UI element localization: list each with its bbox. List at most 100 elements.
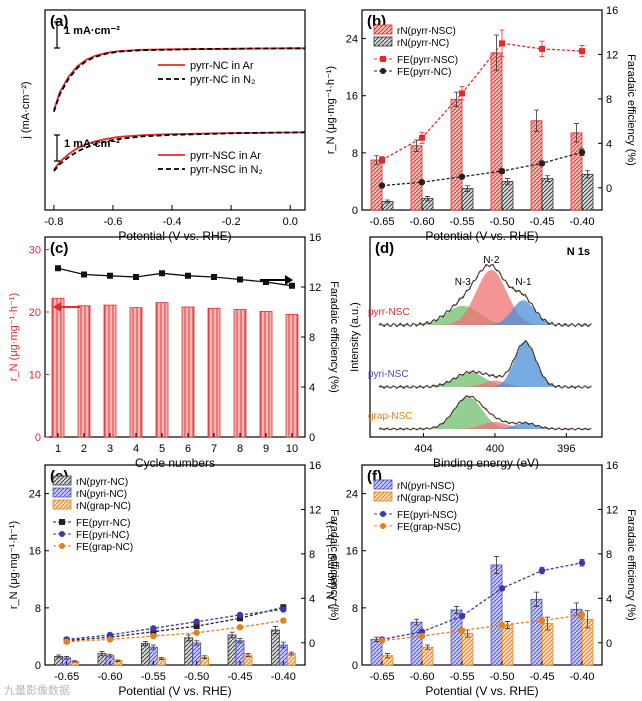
x-tick-label: -0.6 — [103, 216, 122, 228]
legend-marker — [59, 519, 65, 525]
legend-text: FE(grap-NC) — [76, 542, 133, 553]
spectrum-label: pyrr-NSC — [368, 307, 410, 318]
x-tick-label: 404 — [414, 443, 432, 455]
y-tick-label: 10 — [29, 370, 41, 382]
legend-marker — [380, 68, 386, 74]
fe-point — [107, 272, 113, 279]
legend-swatch — [373, 479, 393, 490]
legend-text: rN(grap-NSC) — [397, 493, 459, 504]
spectrum-label: grap-NSC — [368, 411, 412, 422]
bar — [270, 629, 280, 666]
x-tick-label: 1 — [55, 443, 61, 455]
error-bar — [272, 626, 278, 634]
error-bar — [574, 123, 579, 143]
bar — [490, 52, 503, 211]
legend-marker — [380, 523, 386, 529]
y-tick-label: 0 — [352, 205, 358, 217]
error-bar — [288, 651, 294, 656]
bar — [233, 309, 247, 438]
bar — [450, 98, 463, 211]
legend-text: FE(pyrr-NC) — [397, 67, 451, 78]
x-tick-label: 8 — [237, 443, 243, 455]
watermark: 九量影像数据 — [4, 683, 70, 697]
bar — [490, 564, 503, 666]
x-tick-label: -0.50 — [184, 671, 209, 683]
error-bar — [454, 606, 459, 614]
fe-point — [150, 632, 157, 640]
y2-tick-label: 16 — [309, 232, 321, 244]
x-axis-title: Potential (V vs. RHE) — [425, 229, 538, 243]
panel-label: (c) — [50, 240, 68, 257]
plot-frame — [44, 464, 306, 666]
plot-frame — [369, 236, 603, 438]
fe-line — [381, 42, 583, 161]
x-axis-title: Potential (V vs. RHE) — [118, 684, 231, 698]
x-tick-label: -0.8 — [44, 216, 63, 228]
y-tick-label: 8 — [352, 148, 358, 160]
x-tick-label: -0.2 — [222, 216, 241, 228]
fe-line — [381, 614, 583, 642]
y-axis-title: r_N (μg·mg⁻¹·h⁻¹) — [8, 521, 20, 609]
bar — [259, 310, 273, 438]
fe-point — [579, 48, 585, 55]
x-tick-label: -0.65 — [54, 671, 79, 683]
bar — [501, 181, 514, 211]
y2-tick-label: 12 — [606, 504, 618, 516]
y-tick-label: 16 — [346, 91, 358, 103]
y2-tick-label: 8 — [309, 549, 315, 561]
y-tick-label: 0 — [352, 660, 358, 672]
fitted-peak — [378, 372, 592, 387]
fitted-peak — [378, 380, 592, 387]
fitted-peak — [378, 397, 592, 429]
legend-swatch — [52, 475, 72, 486]
spectrum-label: pyri-NSC — [368, 369, 409, 380]
error-bar — [64, 656, 70, 660]
error-bar — [229, 631, 235, 639]
bar — [410, 621, 423, 666]
x-tick-label: -0.45 — [227, 671, 252, 683]
x-tick-label: 400 — [486, 443, 504, 455]
bar — [501, 624, 514, 666]
y2-tick-label: 0 — [606, 638, 612, 650]
y2-tick-label: 0 — [309, 638, 315, 650]
fe-point — [237, 276, 243, 283]
fe-point — [419, 134, 425, 141]
error-bar — [465, 185, 470, 192]
y-tick-label: 20 — [29, 307, 41, 319]
y2-tick-label: 16 — [309, 460, 321, 472]
fitted-peak — [378, 300, 592, 325]
fe-point — [159, 270, 165, 277]
fe-point — [280, 617, 287, 624]
x-tick-label: -0.65 — [369, 216, 394, 228]
x-tick-label: -0.45 — [529, 671, 554, 683]
error-bar — [158, 657, 164, 661]
legend-text: FE(grap-NSC) — [397, 522, 461, 533]
fitted-peak — [378, 342, 592, 387]
x-tick-label: 396 — [557, 443, 575, 455]
y2-tick-label: 0 — [309, 432, 315, 444]
error-bar — [237, 638, 243, 644]
x-axis-title: Cycle numbers — [135, 456, 215, 470]
fe-point — [236, 611, 244, 619]
y-tick-label: 8 — [352, 603, 358, 615]
fe-point — [280, 606, 287, 613]
fitted-peak — [378, 270, 592, 325]
fitted-peak — [378, 422, 592, 429]
fe-point — [378, 637, 386, 644]
scale-bar-label: 1 mA·cm⁻² — [64, 138, 120, 150]
error-bar — [374, 155, 379, 165]
legend-text: FE(pyri-NC) — [76, 530, 129, 541]
bar — [530, 598, 543, 666]
y-axis-title: r_N (μg·mg⁻¹·h⁻¹) — [325, 66, 337, 154]
legend-text: rN(pyrr-NSC) — [397, 26, 456, 37]
legend-marker — [59, 531, 65, 537]
error-bar — [194, 640, 200, 646]
fe-line — [66, 619, 284, 643]
y-tick-label: 24 — [346, 34, 358, 46]
x-axis-title: Binding energy (eV) — [433, 456, 539, 470]
x-tick-label: -0.45 — [529, 216, 554, 228]
y-tick-label: 24 — [346, 489, 358, 501]
x-tick-label: 10 — [286, 443, 298, 455]
plot-frame — [44, 9, 306, 211]
